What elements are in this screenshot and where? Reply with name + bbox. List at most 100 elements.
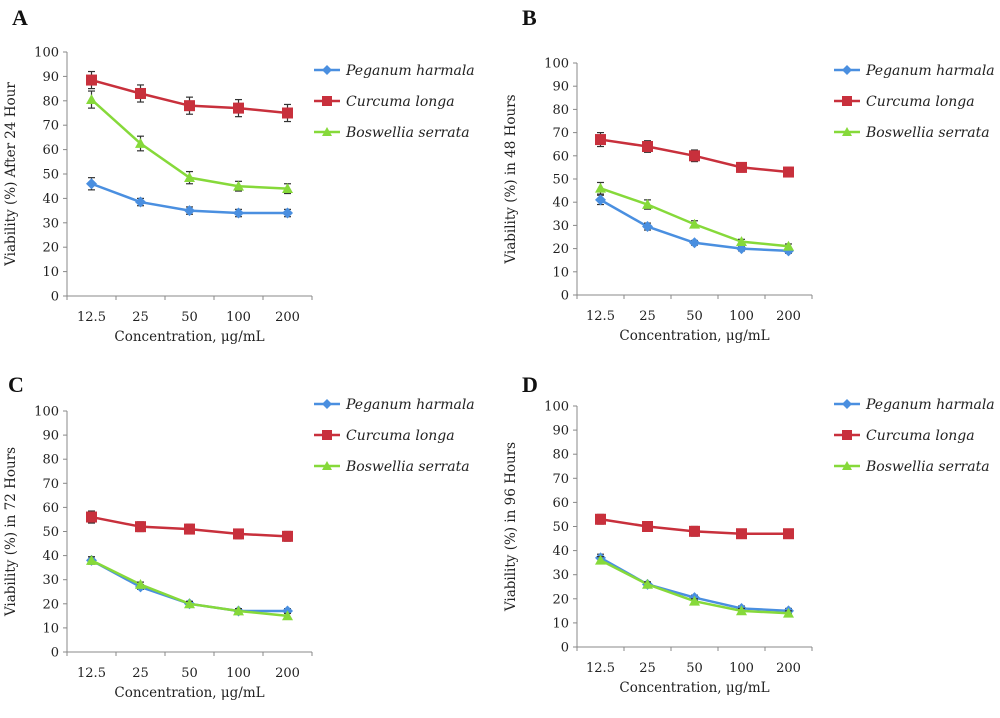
data-point <box>135 196 146 208</box>
x-tick-label: 200 <box>776 661 801 676</box>
legend-item: Curcuma longa <box>314 94 455 110</box>
data-point <box>689 237 700 249</box>
data-point <box>282 183 293 194</box>
data-point <box>233 605 244 616</box>
y-tick-label: 80 <box>42 94 59 109</box>
data-point <box>184 172 195 183</box>
y-tick-label: 20 <box>552 592 569 607</box>
data-point <box>282 610 293 621</box>
legend: Peganum harmala Curcuma longa Boswellia se… <box>834 63 995 141</box>
data-point <box>595 134 606 146</box>
legend: Peganum harmala Curcuma longa Boswellia se… <box>314 397 475 475</box>
legend-marker <box>842 461 852 470</box>
x-tick-label: 25 <box>639 661 656 676</box>
series-curcuma-longa <box>86 70 293 123</box>
chart-panel-c: C 0 10 20 30 40 50 60 70 80 90 100 12.5 25 50 100 200 Con… <box>0 359 500 718</box>
data-point <box>689 525 700 537</box>
y-tick-label: 20 <box>42 597 59 612</box>
y-tick-label: 70 <box>552 126 569 141</box>
legend-marker <box>842 96 852 106</box>
x-tick-label: 25 <box>132 666 149 681</box>
data-point <box>642 578 653 589</box>
data-point <box>642 141 653 153</box>
legend-marker <box>842 127 852 136</box>
x-tick-label: 100 <box>226 666 251 681</box>
legend-label: Curcuma longa <box>346 94 455 110</box>
y-tick-label: 70 <box>42 119 59 134</box>
legend-item: Curcuma longa <box>314 428 455 444</box>
y-tick-label: 60 <box>552 496 569 511</box>
x-tick-label: 50 <box>686 309 703 324</box>
y-tick-label: 0 <box>51 646 59 661</box>
data-point <box>135 138 146 148</box>
x-axis-label: Concentration, μg/mL <box>619 680 769 696</box>
legend-label: Peganum harmala <box>865 397 995 413</box>
chart-svg: C 0 10 20 30 40 50 60 70 80 90 100 12.5 25 50 100 200 Con… <box>3 372 475 701</box>
y-tick-label: 70 <box>552 472 569 487</box>
y-tick-label: 50 <box>42 168 59 183</box>
data-point <box>184 598 195 609</box>
y-tick-label: 20 <box>42 241 59 256</box>
series-curcuma-longa <box>86 510 293 542</box>
legend-marker <box>322 399 332 409</box>
x-tick-label: 25 <box>132 310 149 325</box>
chart-svg: D 0 10 20 30 40 50 60 70 80 90 100 12.5 25 50 100 200 Con… <box>503 372 995 696</box>
data-point <box>282 107 293 119</box>
data-point <box>86 74 97 86</box>
chart-panel-b: B 0 10 20 30 40 50 60 70 80 90 100 12.5 25 50 100 200 Con… <box>500 0 1000 359</box>
legend-item: Peganum harmala <box>834 63 995 79</box>
data-point <box>135 87 146 99</box>
y-tick-label: 40 <box>42 549 59 564</box>
legend-item: Boswellia serrata <box>834 459 990 475</box>
data-point <box>135 521 146 533</box>
y-tick-label: 0 <box>51 290 59 305</box>
legend-label: Boswellia serrata <box>865 459 990 475</box>
y-axis-label: Viability (%) in 72 Hours <box>3 447 19 617</box>
y-tick-label: 10 <box>42 621 59 636</box>
data-point <box>595 194 606 206</box>
y-tick-label: 40 <box>42 192 59 207</box>
data-point <box>783 166 794 178</box>
legend-label: Curcuma longa <box>866 428 975 444</box>
y-tick-label: 90 <box>552 80 569 95</box>
y-tick-label: 60 <box>42 143 59 158</box>
x-tick-label: 50 <box>686 661 703 676</box>
legend-item: Boswellia serrata <box>314 125 470 141</box>
data-point <box>783 528 794 540</box>
legend: Peganum harmala Curcuma longa Boswellia se… <box>834 397 995 475</box>
y-tick-label: 100 <box>34 405 59 420</box>
series-peganum-harmala <box>86 177 293 219</box>
series-boswellia-serrata <box>595 554 794 618</box>
data-point <box>783 240 794 251</box>
y-tick-label: 80 <box>552 448 569 463</box>
y-tick-label: 0 <box>561 289 569 304</box>
data-point <box>135 579 146 589</box>
y-axis-label: Viability (%) in 96 Hours <box>503 442 519 612</box>
y-tick-label: 40 <box>552 196 569 211</box>
legend: Peganum harmala Curcuma longa Boswellia se… <box>314 63 475 141</box>
series-boswellia-serrata <box>595 181 794 251</box>
data-point <box>736 605 747 616</box>
x-tick-label: 200 <box>275 666 300 681</box>
legend-marker <box>322 127 332 136</box>
data-point <box>736 236 747 247</box>
x-tick-label: 12.5 <box>77 666 106 681</box>
x-tick-label: 12.5 <box>586 309 615 324</box>
data-point <box>233 180 244 191</box>
y-tick-label: 50 <box>552 520 569 535</box>
y-tick-label: 10 <box>552 265 569 280</box>
y-tick-label: 60 <box>42 501 59 516</box>
data-point <box>736 161 747 173</box>
y-tick-label: 100 <box>544 57 569 72</box>
y-tick-label: 90 <box>42 429 59 444</box>
chart-svg: B 0 10 20 30 40 50 60 70 80 90 100 12.5 25 50 100 200 Con… <box>503 5 995 344</box>
series-curcuma-longa <box>595 513 794 540</box>
x-tick-label: 50 <box>181 310 198 325</box>
data-point <box>86 511 97 523</box>
chart-svg: A 0 10 20 30 40 50 60 70 80 90 100 12.5 25 50 100 200 Con… <box>3 5 475 345</box>
y-tick-label: 90 <box>42 70 59 85</box>
data-point <box>595 554 606 565</box>
data-point <box>642 521 653 532</box>
x-axis-label: Concentration, μg/mL <box>114 685 264 701</box>
panel-letter: B <box>522 5 537 30</box>
